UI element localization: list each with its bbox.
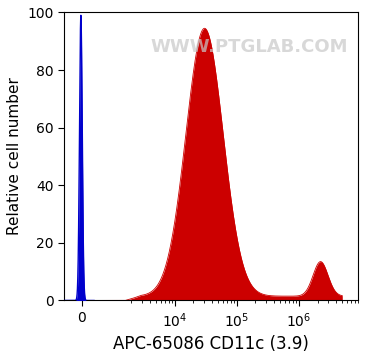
X-axis label: APC-65086 CD11c (3.9): APC-65086 CD11c (3.9) [113, 335, 309, 353]
Y-axis label: Relative cell number: Relative cell number [7, 77, 22, 235]
Text: WWW.PTGLAB.COM: WWW.PTGLAB.COM [151, 38, 348, 56]
